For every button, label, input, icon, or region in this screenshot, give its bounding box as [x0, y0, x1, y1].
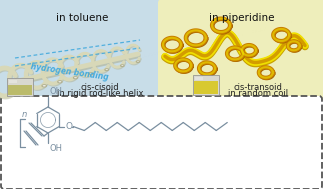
Ellipse shape	[73, 77, 78, 79]
Text: cis-cisoid: cis-cisoid	[81, 83, 119, 92]
Text: cis-transoid: cis-transoid	[234, 83, 282, 92]
FancyBboxPatch shape	[9, 80, 17, 83]
FancyBboxPatch shape	[0, 0, 164, 100]
Ellipse shape	[136, 61, 140, 63]
Text: n: n	[21, 110, 26, 119]
FancyBboxPatch shape	[7, 78, 33, 96]
Text: OH: OH	[49, 144, 62, 153]
FancyBboxPatch shape	[158, 0, 323, 100]
FancyBboxPatch shape	[8, 85, 32, 95]
Text: in piperidine: in piperidine	[209, 13, 275, 23]
FancyBboxPatch shape	[193, 75, 219, 95]
FancyBboxPatch shape	[1, 96, 322, 189]
Text: in random coil: in random coil	[228, 89, 288, 98]
Ellipse shape	[11, 93, 16, 95]
Text: in toluene: in toluene	[56, 13, 108, 23]
Ellipse shape	[58, 81, 62, 83]
Ellipse shape	[89, 73, 93, 75]
Text: O: O	[65, 122, 72, 131]
Text: hydrogen bonding: hydrogen bonding	[30, 62, 109, 82]
FancyBboxPatch shape	[194, 81, 218, 94]
Text: in rigid rod-like helix: in rigid rod-like helix	[57, 89, 143, 98]
Text: OH: OH	[49, 87, 62, 96]
Ellipse shape	[105, 69, 109, 71]
Ellipse shape	[26, 89, 31, 91]
FancyBboxPatch shape	[195, 77, 203, 80]
Ellipse shape	[120, 65, 124, 67]
Ellipse shape	[42, 85, 47, 87]
